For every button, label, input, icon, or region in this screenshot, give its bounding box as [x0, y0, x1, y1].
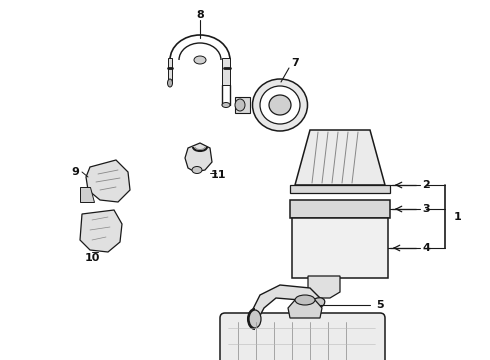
- Text: 5: 5: [376, 300, 384, 310]
- Polygon shape: [290, 185, 390, 193]
- Polygon shape: [250, 285, 320, 325]
- Polygon shape: [222, 58, 230, 85]
- Ellipse shape: [295, 295, 315, 305]
- Polygon shape: [168, 58, 172, 83]
- Polygon shape: [80, 210, 122, 252]
- Ellipse shape: [192, 166, 202, 174]
- Polygon shape: [308, 276, 340, 298]
- Ellipse shape: [311, 298, 325, 308]
- Ellipse shape: [249, 310, 261, 328]
- Ellipse shape: [168, 79, 172, 87]
- Text: 7: 7: [291, 58, 299, 68]
- Ellipse shape: [260, 86, 300, 124]
- Polygon shape: [185, 143, 212, 172]
- Ellipse shape: [252, 79, 308, 131]
- Text: 8: 8: [196, 10, 204, 20]
- Text: 10: 10: [84, 253, 99, 263]
- Ellipse shape: [269, 95, 291, 115]
- Polygon shape: [80, 187, 94, 202]
- Text: 4: 4: [422, 243, 430, 253]
- Text: 3: 3: [422, 204, 430, 214]
- Ellipse shape: [235, 99, 245, 111]
- Ellipse shape: [194, 56, 206, 64]
- Polygon shape: [292, 218, 388, 278]
- Ellipse shape: [222, 103, 230, 108]
- Text: 1: 1: [454, 212, 462, 222]
- Polygon shape: [288, 300, 322, 318]
- Polygon shape: [235, 97, 250, 113]
- Text: 11: 11: [210, 170, 226, 180]
- Polygon shape: [290, 200, 390, 218]
- Polygon shape: [86, 160, 130, 202]
- Polygon shape: [295, 130, 385, 185]
- Text: 9: 9: [71, 167, 79, 177]
- Text: 2: 2: [422, 180, 430, 190]
- FancyBboxPatch shape: [220, 313, 385, 360]
